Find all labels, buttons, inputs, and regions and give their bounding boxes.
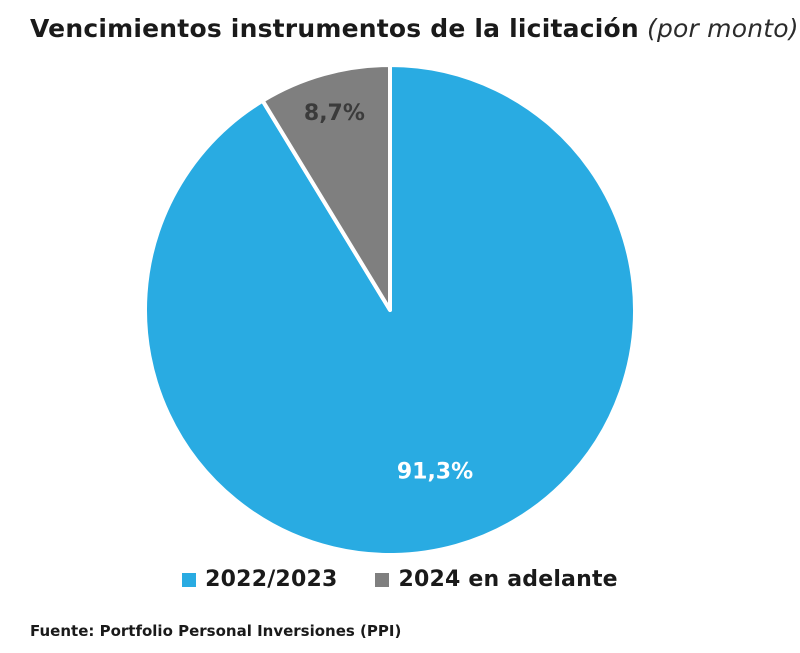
pie-chart: 91,3% 8,7% [143,63,637,557]
pie-slice-value-label-1: 8,7% [304,101,365,126]
legend-item-2024-en-adelante: 2024 en adelante [375,567,618,592]
chart-title-suffix: (por monto) [638,14,799,43]
pie-slice-value-label-0: 91,3% [397,459,473,484]
legend-item-2022-2023: 2022/2023 [182,567,337,592]
pie-slice-1 [260,63,392,312]
legend-label: 2024 en adelante [398,567,618,592]
legend-swatch-icon [182,572,197,587]
chart-title: Vencimientos instrumentos de la licitaci… [30,14,799,43]
legend-label: 2022/2023 [205,567,338,592]
source-note: Fuente: Portfolio Personal Inversiones (… [30,622,402,640]
legend-swatch-icon [375,572,390,587]
chart-legend: 2022/2023 2024 en adelante [0,567,800,592]
chart-title-main: Vencimientos instrumentos de la licitaci… [30,14,639,43]
